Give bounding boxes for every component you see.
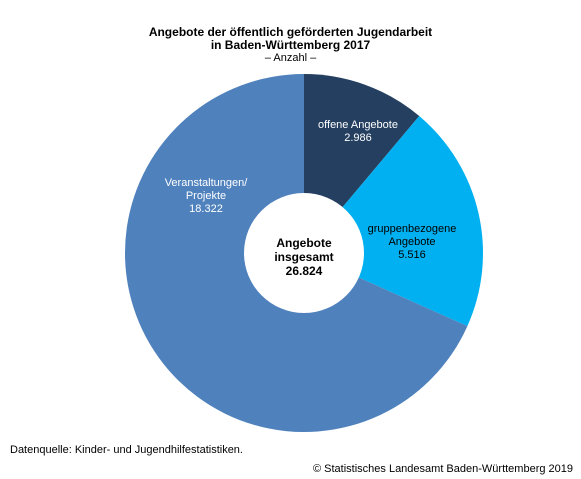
data-source-note: Datenquelle: Kinder- und Jugendhilfestat…: [10, 444, 243, 456]
slice-category-label-1: Angebote: [388, 236, 435, 248]
slice-value-label-2: 18.322: [189, 203, 223, 215]
slice-category-label-2: Projekte: [186, 190, 226, 202]
copyright-note: © Statistisches Landesamt Baden-Württemb…: [312, 463, 573, 475]
chart-title-line1: Angebote der öffentlich geförderten Juge…: [148, 25, 433, 39]
center-label-line2: insgesamt: [274, 250, 333, 264]
slice-value-label-1: 5.516: [398, 249, 426, 261]
center-label-line1: Angebote: [276, 236, 332, 250]
slice-category-label-2: Veranstaltungen/: [165, 177, 249, 189]
chart-subtitle: – Anzahl –: [264, 52, 317, 64]
donut-slice-1: [304, 116, 483, 327]
center-label-total: 26.824: [286, 264, 323, 278]
slice-value-label-0: 2.986: [344, 132, 372, 144]
chart-title-line2: in Baden-Württemberg 2017: [210, 38, 371, 52]
slice-category-label-0: offene Angebote: [318, 119, 398, 131]
slice-category-label-1: gruppenbezogene: [368, 223, 457, 235]
donut-hole: [244, 193, 364, 313]
